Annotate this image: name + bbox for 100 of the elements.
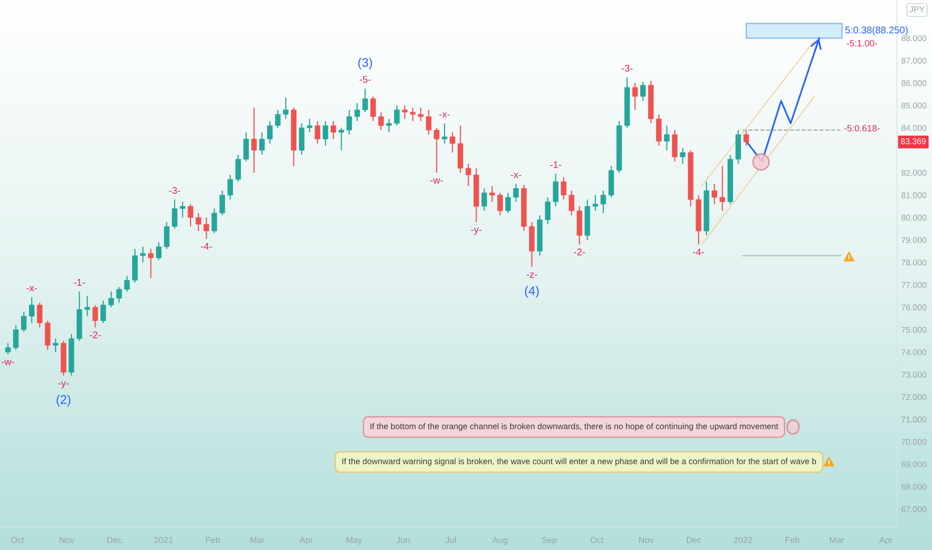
candlestick	[259, 132, 265, 156]
annotation: -w-	[2, 360, 14, 366]
x-tick-label: Oct	[590, 536, 604, 544]
annotation: (3)	[358, 58, 372, 70]
candlestick	[346, 109, 352, 136]
candlestick	[196, 212, 202, 232]
candlestick	[450, 132, 456, 154]
candlestick	[314, 120, 320, 144]
annotation: (2)	[56, 394, 70, 406]
candlestick	[370, 96, 376, 122]
candlestick	[656, 114, 662, 146]
x-tick-label: Feb	[206, 536, 220, 544]
candlestick	[108, 290, 114, 308]
y-tick-label: 67.000	[902, 506, 926, 512]
x-tick-label: May	[346, 537, 362, 545]
candlestick	[672, 130, 678, 162]
x-tick-label: 2022	[734, 536, 752, 544]
candlestick	[180, 201, 186, 218]
candlestick	[227, 174, 233, 200]
candlestick	[513, 183, 519, 202]
y-tick-label: 87.000	[902, 58, 926, 64]
x-tick-label: Nov	[639, 537, 654, 544]
y-tick-label: 81.000	[902, 192, 926, 198]
candlestick	[600, 190, 606, 214]
x-tick-label: Jul	[446, 536, 456, 544]
candlestick	[410, 107, 416, 122]
candlestick	[680, 147, 686, 164]
annotation: -x-	[26, 286, 37, 292]
candlestick	[497, 192, 503, 216]
x-tick-label: Dec	[107, 537, 122, 544]
y-tick-label: 80.000	[902, 214, 926, 221]
candlestick	[560, 176, 566, 200]
annotation: -5-	[360, 76, 371, 83]
candlestick	[394, 104, 400, 126]
candlestick	[164, 221, 170, 250]
annotation: -4-	[693, 248, 704, 256]
band-label: 5:0.38(88.250)	[845, 26, 908, 36]
x-tick-label: 2021	[154, 536, 173, 544]
candlestick	[251, 107, 257, 174]
y-tick-label: 72.000	[902, 394, 926, 400]
x-tick-label: Nov	[60, 537, 74, 544]
candlestick	[267, 120, 273, 144]
annotation: -y-	[471, 228, 482, 235]
y-tick-label: 71.000	[902, 416, 926, 422]
annotation: If the downward warning signal is broken, the wave count will enter a new phase and will be a confirmation for the start of wave b	[342, 458, 816, 466]
candlestick	[322, 120, 328, 146]
annotation: If the bottom of the orange channel is broken downwards, there is no hope of continuing the upward movement	[370, 423, 778, 431]
annotation: -w-	[430, 178, 443, 184]
candlestick	[640, 81, 646, 102]
candlestick	[204, 216, 210, 240]
candlestick	[275, 109, 281, 128]
y-tick-label: 70.000	[902, 438, 926, 445]
candlestick	[124, 275, 130, 292]
y-tick-label: 79.000	[902, 237, 926, 244]
candlestick	[505, 192, 511, 214]
candlestick	[84, 295, 90, 317]
candlestick	[354, 102, 360, 122]
candlestick	[632, 82, 638, 110]
x-tick-label: Oct	[11, 536, 24, 544]
candlestick	[92, 304, 98, 328]
candlestick	[5, 342, 11, 355]
candlestick	[116, 286, 122, 304]
y-tick-label: 88.000	[902, 35, 926, 42]
y-tick-label: 68.000	[902, 484, 926, 490]
annotation: (4)	[524, 286, 539, 298]
candlestick	[568, 190, 574, 216]
x-tick-label: Mar	[830, 537, 844, 544]
candlestick	[720, 165, 726, 212]
y-tick-label: 74.000	[902, 349, 926, 356]
y-tick-label: 85.000	[902, 102, 926, 108]
annotation: -y-	[58, 381, 69, 388]
candlestick	[243, 132, 249, 162]
candlestick	[434, 127, 440, 174]
candlestick	[362, 88, 368, 113]
candlestick	[306, 118, 312, 133]
candlestick	[489, 186, 495, 202]
y-tick-label: 77.000	[902, 282, 926, 288]
annotation: -1-	[550, 161, 562, 168]
candlestick	[298, 122, 304, 156]
y-tick-label: 78.000	[902, 260, 926, 266]
x-tick-label: Feb	[786, 536, 800, 544]
y-tick-label: 75.000	[902, 326, 926, 333]
candlestick	[13, 324, 19, 350]
candlestick	[52, 338, 58, 353]
y-tick-label: 82.000	[902, 170, 926, 176]
candlestick	[552, 173, 558, 207]
candlestick	[283, 96, 289, 120]
x-tick-label: Aug	[492, 537, 508, 545]
y-tick-label: 69.000	[902, 461, 926, 468]
candlestick	[481, 188, 487, 212]
annotation: -3-	[622, 64, 633, 72]
annotation: -5:1.00-	[846, 40, 878, 46]
x-tick-label: Mar	[250, 537, 264, 544]
x-tick-label: Jun	[396, 537, 410, 544]
candlestick	[156, 242, 162, 261]
candlestick	[712, 183, 718, 205]
candlestick	[664, 125, 670, 151]
candlestick	[592, 194, 598, 212]
candlestick	[140, 246, 146, 263]
annotation: -5:0.618-	[844, 125, 880, 132]
